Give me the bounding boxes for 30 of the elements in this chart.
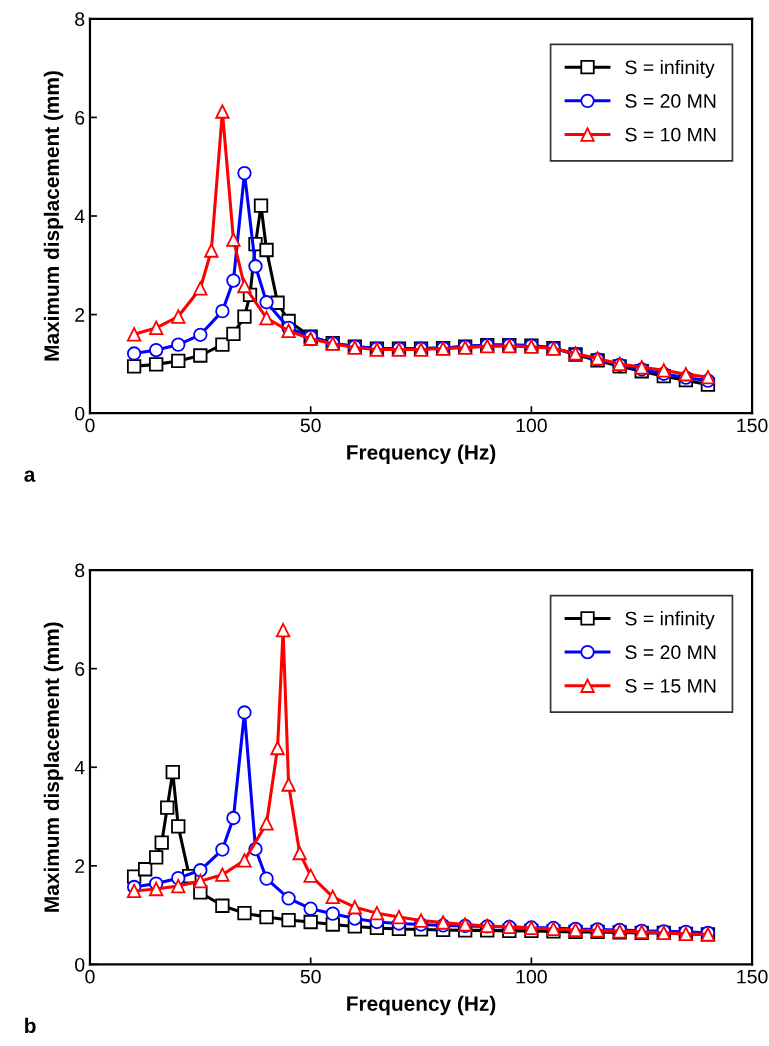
x-tick-label: 50 (300, 969, 321, 984)
y-tick-label: 2 (75, 308, 85, 322)
y-tick-label: 6 (75, 110, 85, 125)
text: a (24, 470, 36, 482)
x-tick-label: 0 (85, 418, 95, 433)
text: b (25, 1017, 36, 1034)
legend-label: S = 15 MN (625, 679, 716, 693)
y-tick-label: 6 (75, 662, 85, 676)
y-tick-label: 0 (75, 957, 85, 972)
x-tick-label: 150 (737, 418, 768, 433)
y-tick-label: 8 (75, 563, 85, 578)
y-tick-label: 4 (74, 209, 85, 224)
x-axis-title: Frequency (Hz) (347, 995, 496, 1016)
legend-label: S = infinity (625, 611, 715, 630)
x-axis-title: Frequency (Hz) (347, 444, 496, 464)
y-axis-title: Maximum displacement (mm) (43, 71, 64, 361)
x-tick-label: 100 (516, 418, 547, 433)
x-tick-label: 100 (516, 969, 547, 984)
x-tick-label: 50 (300, 418, 321, 433)
legend-label: S = 20 MN (625, 645, 716, 660)
x-tick-label: 0 (85, 969, 95, 984)
y-tick-label: 4 (74, 760, 85, 775)
x-tick-label: 150 (737, 969, 768, 984)
y-tick-label: 8 (75, 12, 85, 27)
legend-label: S = 20 MN (625, 94, 716, 108)
y-tick-label: 0 (75, 406, 85, 421)
legend-label: S = 10 MN (625, 127, 716, 142)
y-tick-label: 2 (75, 859, 85, 873)
y-axis-title: Maximum displacement (mm) (43, 622, 64, 912)
legend-label: S = infinity (625, 59, 715, 79)
